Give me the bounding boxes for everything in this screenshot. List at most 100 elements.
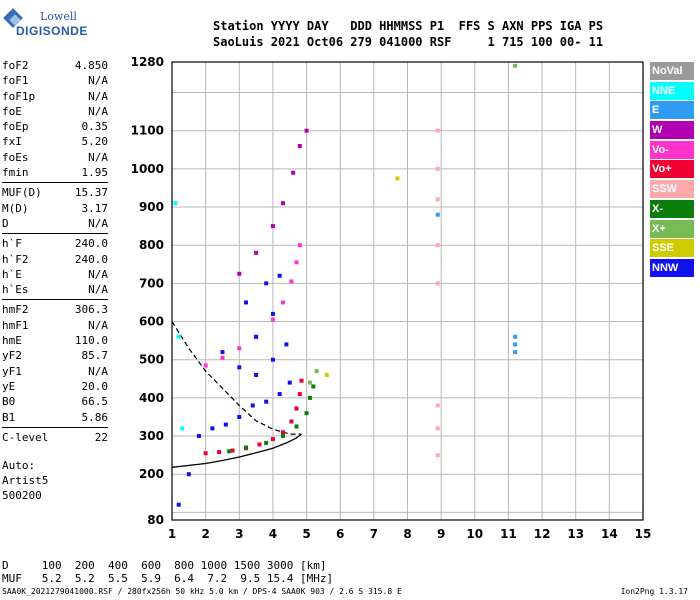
data-point xyxy=(237,365,242,370)
param-value: N/A xyxy=(88,267,108,281)
y-tick-label: 1000 xyxy=(131,162,164,176)
param-row: foF2 4.850 xyxy=(2,58,108,73)
param-row: yF2 85.7 xyxy=(2,348,108,363)
data-point xyxy=(289,279,294,284)
data-point xyxy=(297,243,302,248)
data-point xyxy=(435,128,440,133)
data-point xyxy=(297,392,302,397)
param-value: 240.0 xyxy=(74,252,108,266)
data-point xyxy=(257,442,262,447)
data-point xyxy=(250,403,255,408)
param-value: 1.95 xyxy=(81,166,109,180)
param-value: N/A xyxy=(88,74,108,88)
data-point xyxy=(513,334,518,339)
legend-item: W xyxy=(650,121,694,140)
param-value: N/A xyxy=(88,89,108,103)
data-point xyxy=(254,334,259,339)
param-value: 4.850 xyxy=(74,59,108,72)
param-value: N/A xyxy=(88,318,108,332)
param-row: h`F 240.0 xyxy=(2,236,108,251)
param-value: 5.86 xyxy=(81,410,109,424)
auto-label: Auto: xyxy=(2,459,36,472)
data-point xyxy=(435,453,440,458)
y-tick-label: 400 xyxy=(139,391,164,405)
data-point xyxy=(237,414,242,419)
data-point xyxy=(244,445,249,450)
data-point xyxy=(307,380,312,385)
param-value: 306.3 xyxy=(74,303,108,317)
param-value: N/A xyxy=(88,150,108,164)
x-tick-label: 3 xyxy=(235,527,243,541)
param-separator xyxy=(2,299,108,301)
autoscaling-info: Auto: Artist5 500200 xyxy=(2,458,108,503)
x-tick-label: 14 xyxy=(601,527,618,541)
data-point xyxy=(513,342,518,347)
data-point xyxy=(264,440,269,445)
param-value: 240.0 xyxy=(74,237,108,251)
data-point xyxy=(217,450,222,455)
param-row: D N/A xyxy=(2,216,108,231)
data-point xyxy=(270,317,275,322)
legend-item: Vo- xyxy=(650,140,694,159)
x-tick-label: 12 xyxy=(534,527,551,541)
param-value: N/A xyxy=(88,104,108,118)
param-name: C-level xyxy=(2,430,49,444)
x-tick-label: 5 xyxy=(302,527,310,541)
data-point xyxy=(287,380,292,385)
data-point xyxy=(270,357,275,362)
y-tick-label: 1100 xyxy=(131,124,164,138)
header-columns: Station YYYY DAY DDD HHMMSS P1 FFS S AXN… xyxy=(213,19,604,33)
data-point xyxy=(294,260,299,265)
color-legend: NoVal NNE E W Vo- Vo+ SSW X- X+ SSE NNW xyxy=(650,62,694,279)
data-point xyxy=(435,281,440,286)
file-credits: SAA0K_2021279041000.RSF / 280fx256h 50 k… xyxy=(2,587,402,596)
param-name: yF1 xyxy=(2,364,22,378)
param-value: 85.7 xyxy=(81,349,109,363)
legend-item: SSW xyxy=(650,180,694,199)
param-value: 20.0 xyxy=(81,379,109,393)
legend-item: E xyxy=(650,101,694,120)
data-point xyxy=(230,448,235,453)
param-name: foEs xyxy=(2,150,29,164)
artist-label: Artist5 xyxy=(2,474,49,487)
param-row: MUF(D) 15.37 xyxy=(2,185,108,200)
data-point xyxy=(270,311,275,316)
param-value: 0.35 xyxy=(81,120,109,134)
data-point xyxy=(314,369,319,374)
param-row: foEs N/A xyxy=(2,150,108,165)
data-point xyxy=(289,419,294,424)
legend-item: X- xyxy=(650,199,694,218)
param-value: N/A xyxy=(88,216,108,230)
data-point xyxy=(281,434,286,439)
x-tick-label: 15 xyxy=(635,527,652,541)
param-name: h`F xyxy=(2,237,22,251)
scaled-parameters-panel: foF2 4.850 foF1 N/A foF1p N/A foE N/A foEp 0.35 fx… xyxy=(2,58,108,445)
param-name: D xyxy=(2,216,9,230)
legend-item: NNW xyxy=(650,258,694,277)
data-point xyxy=(264,281,269,286)
param-row: yF1 N/A xyxy=(2,364,108,379)
profile-curve-solid xyxy=(171,433,302,468)
param-row: yE 20.0 xyxy=(2,379,108,394)
x-tick-label: 6 xyxy=(336,527,344,541)
data-point xyxy=(284,342,289,347)
data-point xyxy=(220,355,225,360)
param-row: hmF2 306.3 xyxy=(2,302,108,317)
x-tick-label: 2 xyxy=(201,527,209,541)
y-tick-label: 700 xyxy=(139,276,164,290)
data-point xyxy=(294,424,299,429)
param-row: B1 5.86 xyxy=(2,410,108,425)
digisonde-logo: Lowell DIGISONDE xyxy=(2,8,87,42)
param-row: B0 66.5 xyxy=(2,394,108,409)
y-tick-label: 600 xyxy=(139,315,164,329)
param-row: fmin 1.95 xyxy=(2,165,108,180)
data-point xyxy=(173,201,178,206)
data-point xyxy=(186,472,191,477)
param-name: h`Es xyxy=(2,283,29,297)
x-tick-label: 4 xyxy=(269,527,277,541)
data-point xyxy=(254,250,259,255)
data-point xyxy=(277,392,282,397)
param-name: h`E xyxy=(2,267,22,281)
param-name: foEp xyxy=(2,120,29,134)
param-row: h`Es N/A xyxy=(2,282,108,297)
